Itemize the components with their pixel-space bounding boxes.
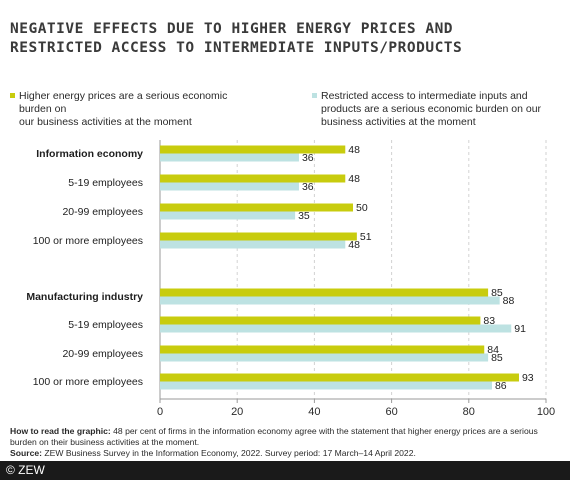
data-label-energy: 50 <box>356 202 368 214</box>
footnote-source: Source: ZEW Business Survey in the Infor… <box>10 448 565 459</box>
footnote-how-to-read: How to read the graphic: 48 per cent of … <box>10 426 565 448</box>
category-label: 100 or more employees <box>33 376 143 388</box>
copyright-bar: © ZEW <box>0 461 570 480</box>
x-tick-label: 0 <box>157 406 163 418</box>
bar-energy <box>160 232 357 241</box>
legend-label-energy-line-1: Higher energy prices are a serious econo… <box>19 90 228 115</box>
category-label: 5-19 employees <box>68 319 143 331</box>
legend-label-energy-line-2: our business activities at the moment <box>19 116 192 128</box>
chart-title-line-2: RESTRICTED ACCESS TO INTERMEDIATE INPUTS… <box>10 40 463 56</box>
bar-access <box>160 240 346 249</box>
bar-access <box>160 211 296 220</box>
bar-access <box>160 296 500 305</box>
legend-swatch-energy <box>10 93 15 98</box>
category-label: 20-99 employees <box>62 206 143 218</box>
bar-energy <box>160 373 519 382</box>
bar-access <box>160 353 489 362</box>
data-label-access: 88 <box>503 295 515 307</box>
x-tick-label: 40 <box>308 406 320 418</box>
data-label-access: 86 <box>495 380 507 392</box>
x-tick-label: 80 <box>463 406 475 418</box>
x-tick-label: 20 <box>231 406 243 418</box>
footnote: How to read the graphic: 48 per cent of … <box>10 426 565 459</box>
data-label-energy: 51 <box>360 231 372 243</box>
copyright-text: © ZEW <box>6 463 45 477</box>
data-label-access: 36 <box>302 181 314 193</box>
x-tick-label: 100 <box>537 406 555 418</box>
category-label: 20-99 employees <box>62 348 143 360</box>
bar-energy <box>160 316 481 325</box>
chart-title-line-1: NEGATIVE EFFECTS DUE TO HIGHER ENERGY PR… <box>10 21 454 37</box>
legend-item-energy: Higher energy prices are a serious econo… <box>10 90 259 129</box>
data-label-energy: 84 <box>487 344 499 356</box>
data-label-access: 85 <box>491 352 503 364</box>
legend-label-access-line-2: products are a serious economic burden o… <box>321 103 542 115</box>
footnote-read-label: How to read the graphic: <box>10 426 111 436</box>
bar-energy <box>160 345 485 354</box>
category-label: Manufacturing industry <box>26 291 143 303</box>
footnote-source-text: ZEW Business Survey in the Information E… <box>42 448 416 458</box>
bar-access <box>160 324 512 333</box>
data-label-energy: 93 <box>522 372 534 384</box>
bar-access <box>160 381 492 390</box>
legend-item-access: Restricted access to intermediate inputs… <box>312 90 551 129</box>
bar-energy <box>160 203 353 212</box>
data-label-energy: 85 <box>491 287 503 299</box>
data-label-access: 48 <box>348 239 360 251</box>
bar-access <box>160 153 299 162</box>
legend-swatch-access <box>312 93 317 98</box>
bar-access <box>160 182 299 191</box>
data-label-access: 35 <box>298 210 310 222</box>
bar-energy <box>160 145 346 154</box>
data-label-energy: 48 <box>348 144 360 156</box>
chart-title: NEGATIVE EFFECTS DUE TO HIGHER ENERGY PR… <box>10 20 560 58</box>
data-label-access: 36 <box>302 152 314 164</box>
data-label-energy: 48 <box>348 173 360 185</box>
bar-energy <box>160 174 346 183</box>
bar-chart: 0 20 40 60 80 100 Information economy 48 36 5-19 … <box>26 140 555 418</box>
bar-energy <box>160 288 489 297</box>
category-label: 100 or more employees <box>33 235 143 247</box>
legend-label-access-line-1: Restricted access to intermediate inputs… <box>321 90 528 102</box>
category-label: 5-19 employees <box>68 177 143 189</box>
x-tick-label: 60 <box>385 406 397 418</box>
legend-label-access-line-3: business activities at the moment <box>321 116 476 128</box>
footnote-read-text: 48 per cent of firms in the information … <box>10 426 538 447</box>
data-label-access: 91 <box>514 323 526 335</box>
category-label: Information economy <box>36 148 143 160</box>
data-label-energy: 83 <box>483 315 495 327</box>
footnote-source-label: Source: <box>10 448 42 458</box>
